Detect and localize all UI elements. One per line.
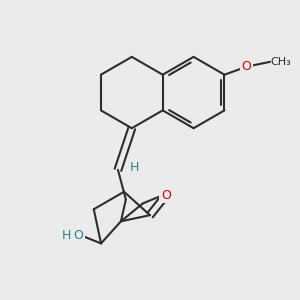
Text: O: O — [73, 229, 83, 242]
Text: H: H — [130, 161, 139, 174]
Text: H: H — [62, 229, 71, 242]
Text: CH₃: CH₃ — [270, 57, 291, 67]
Text: O: O — [161, 189, 171, 202]
Text: O: O — [241, 60, 251, 73]
